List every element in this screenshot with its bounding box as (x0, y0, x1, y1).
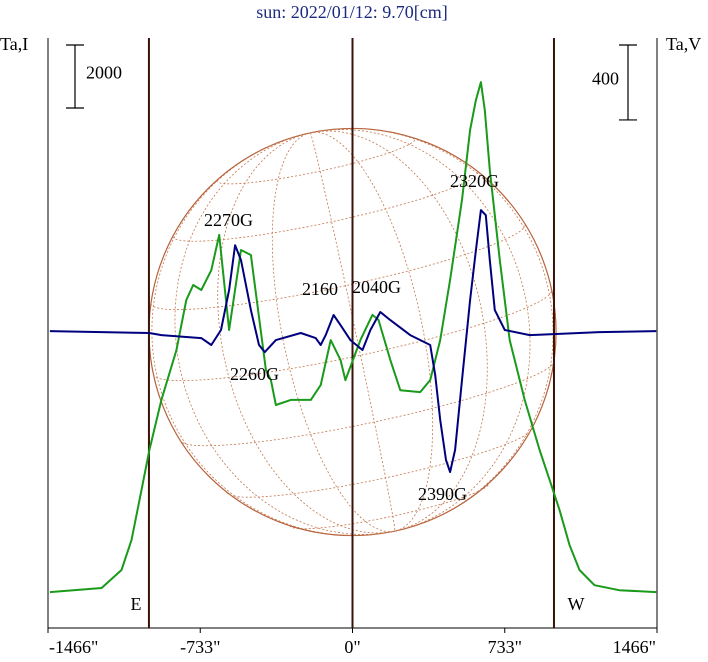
meridian (151, 132, 395, 536)
parallel (226, 427, 533, 498)
meridian (310, 128, 554, 532)
coordinate-grid (150, 128, 555, 536)
x-tick-label: 0" (344, 637, 360, 657)
parallel (153, 289, 553, 381)
chart-title: sun: 2022/01/12: 9.70[cm] (256, 2, 448, 22)
parallel (179, 360, 555, 447)
meridian (310, 131, 434, 532)
scale-bar-label: 400 (592, 69, 619, 89)
y-axis-label: Ta,I (0, 34, 28, 54)
series-line (49, 209, 657, 473)
x-tick-label: 1466" (613, 637, 656, 657)
annotation: 2320G (450, 171, 499, 191)
y2-axis-label: Ta,V (666, 34, 701, 54)
annotation: 2270G (204, 210, 253, 230)
annotation: 2040G (352, 277, 401, 297)
parallel (289, 483, 490, 530)
annotation: 2390G (418, 484, 467, 504)
parallel (215, 138, 416, 185)
limb-label: E (131, 594, 142, 614)
annotation: 2260G (230, 364, 279, 384)
series-line (49, 81, 657, 594)
meridian (310, 130, 488, 532)
x-tick-label: -733" (180, 637, 220, 657)
parallel (172, 171, 479, 242)
limb-label: W (568, 594, 585, 614)
x-tick-label: -1466" (49, 637, 98, 657)
scale-bar-label: 2000 (86, 63, 122, 83)
meridian (271, 132, 395, 533)
annotation: 2160 (302, 279, 338, 299)
meridian (217, 132, 395, 534)
x-tick-label: 733" (488, 637, 522, 657)
parallel (150, 224, 526, 310)
